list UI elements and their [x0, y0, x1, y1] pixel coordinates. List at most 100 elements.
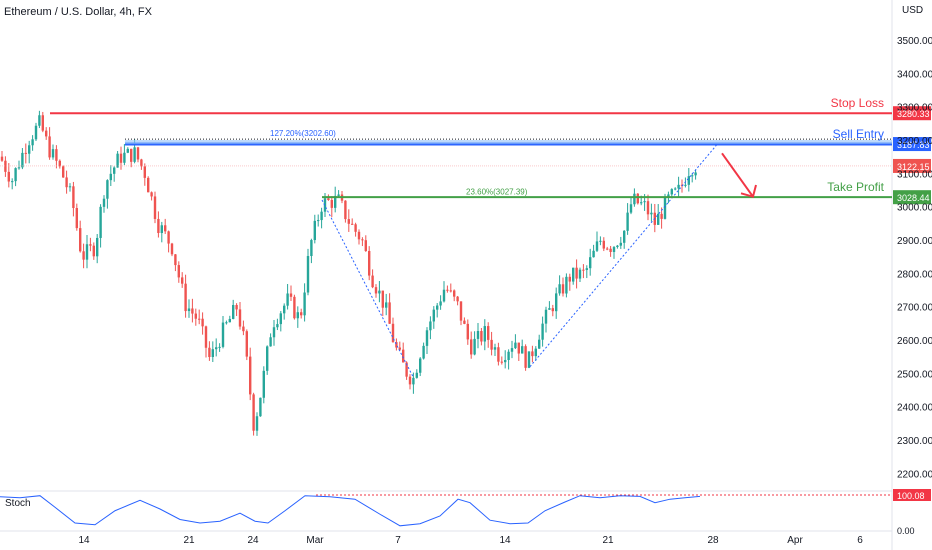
candle-body [17, 167, 21, 169]
candle-body [34, 125, 38, 140]
candle-body [626, 212, 629, 231]
candle-body [221, 322, 225, 347]
candle-body [133, 147, 136, 162]
candle-body [483, 326, 486, 342]
candle-body [109, 173, 112, 181]
candle-body [198, 318, 201, 320]
candle-body [436, 305, 439, 310]
candle-body [65, 177, 68, 188]
candle-body [143, 166, 146, 178]
candle-body [225, 322, 228, 324]
candle-body [116, 153, 119, 168]
candle-body [551, 308, 554, 312]
level-price-badge [893, 137, 931, 152]
candle-body [425, 330, 429, 346]
candle-body [351, 223, 354, 225]
candle-body [568, 276, 571, 282]
candle-body [534, 348, 537, 357]
candle-body [470, 339, 473, 355]
current-price-badge [893, 158, 931, 173]
x-tick-label: 21 [183, 535, 195, 546]
candle-body [439, 301, 442, 306]
candle-body [208, 347, 211, 357]
y-tick-label: 3400.00 [897, 69, 932, 80]
candle-body [170, 243, 174, 255]
candle-body [357, 231, 361, 240]
candle-body [602, 240, 605, 249]
candle-body [242, 326, 245, 332]
candle-body [657, 213, 660, 225]
candle-body [85, 244, 89, 260]
candle-body [398, 347, 401, 350]
candle-body [289, 293, 293, 297]
candle-body [164, 225, 167, 232]
candle-body [344, 200, 347, 220]
candle-body [548, 308, 551, 310]
candle-body [449, 290, 452, 292]
candle-body [51, 149, 55, 158]
y-tick-label: 2400.00 [897, 403, 932, 414]
level-price-badge [893, 106, 931, 121]
candle-body [262, 370, 265, 398]
candle-body [252, 394, 255, 431]
level-price-label: 3028.44 [897, 193, 930, 203]
candle-body [466, 323, 469, 340]
candle-body [75, 208, 78, 229]
level-price-label: 3280.33 [897, 109, 930, 119]
level-name: Take Profit [827, 180, 884, 194]
candle-body [82, 251, 85, 260]
candle-body [255, 416, 259, 431]
candle-body [650, 212, 653, 215]
candle-body [500, 361, 503, 363]
candle-body [616, 245, 619, 248]
chart-title: Ethereum / U.S. Dollar, 4h, FX [4, 6, 152, 18]
candle-body [558, 284, 561, 294]
candle-body [150, 192, 153, 197]
candle-body [402, 349, 405, 363]
candle-body [361, 239, 364, 241]
level-price-label: 3187.83 [897, 140, 930, 150]
candle-body [238, 309, 242, 327]
level-price-badge [893, 190, 931, 205]
candle-body [480, 331, 483, 342]
candle-body [521, 346, 524, 354]
candle-body [327, 198, 330, 200]
candle-body [456, 296, 459, 302]
y-tick-label: 3000.00 [897, 203, 932, 214]
candle-body [153, 196, 157, 219]
y-tick-label: 2900.00 [897, 236, 932, 247]
candle-body [303, 292, 306, 316]
fib-label: 127.20%(3202.60) [270, 129, 336, 138]
candle-body [89, 244, 92, 246]
candle-body [490, 339, 493, 350]
candle-body [497, 347, 500, 362]
candle-body [113, 167, 116, 174]
candle-body [694, 172, 697, 176]
stoch-ref-label: 100.08 [897, 491, 925, 501]
candle-body [453, 290, 456, 297]
fib-label: 23.60%(3027.39) [466, 188, 528, 197]
x-axis: 14 21 24 Mar 7 14 21 28 Apr 6 [78, 535, 863, 546]
candle-body [612, 247, 616, 252]
x-tick-label: Mar [306, 535, 324, 546]
candle-body [619, 242, 622, 246]
y-tick-label: 3500.00 [897, 36, 932, 47]
candle-body [378, 290, 381, 294]
x-tick-label: 14 [499, 535, 511, 546]
candle-body [201, 318, 204, 327]
candle-body [14, 168, 17, 182]
candle-body [527, 351, 531, 368]
candle-body [174, 254, 177, 266]
candle-body [160, 225, 163, 234]
candle-body [7, 171, 10, 182]
candle-body [218, 346, 221, 348]
candle-body [337, 194, 340, 196]
stoch-pane: 100.08 [0, 489, 931, 527]
candle-body [677, 184, 680, 189]
candle-body [459, 301, 463, 321]
level-name: Stop Loss [831, 96, 884, 110]
candle-body [582, 269, 585, 271]
y-tick-label: 2700.00 [897, 303, 932, 314]
candle-body [184, 283, 187, 312]
